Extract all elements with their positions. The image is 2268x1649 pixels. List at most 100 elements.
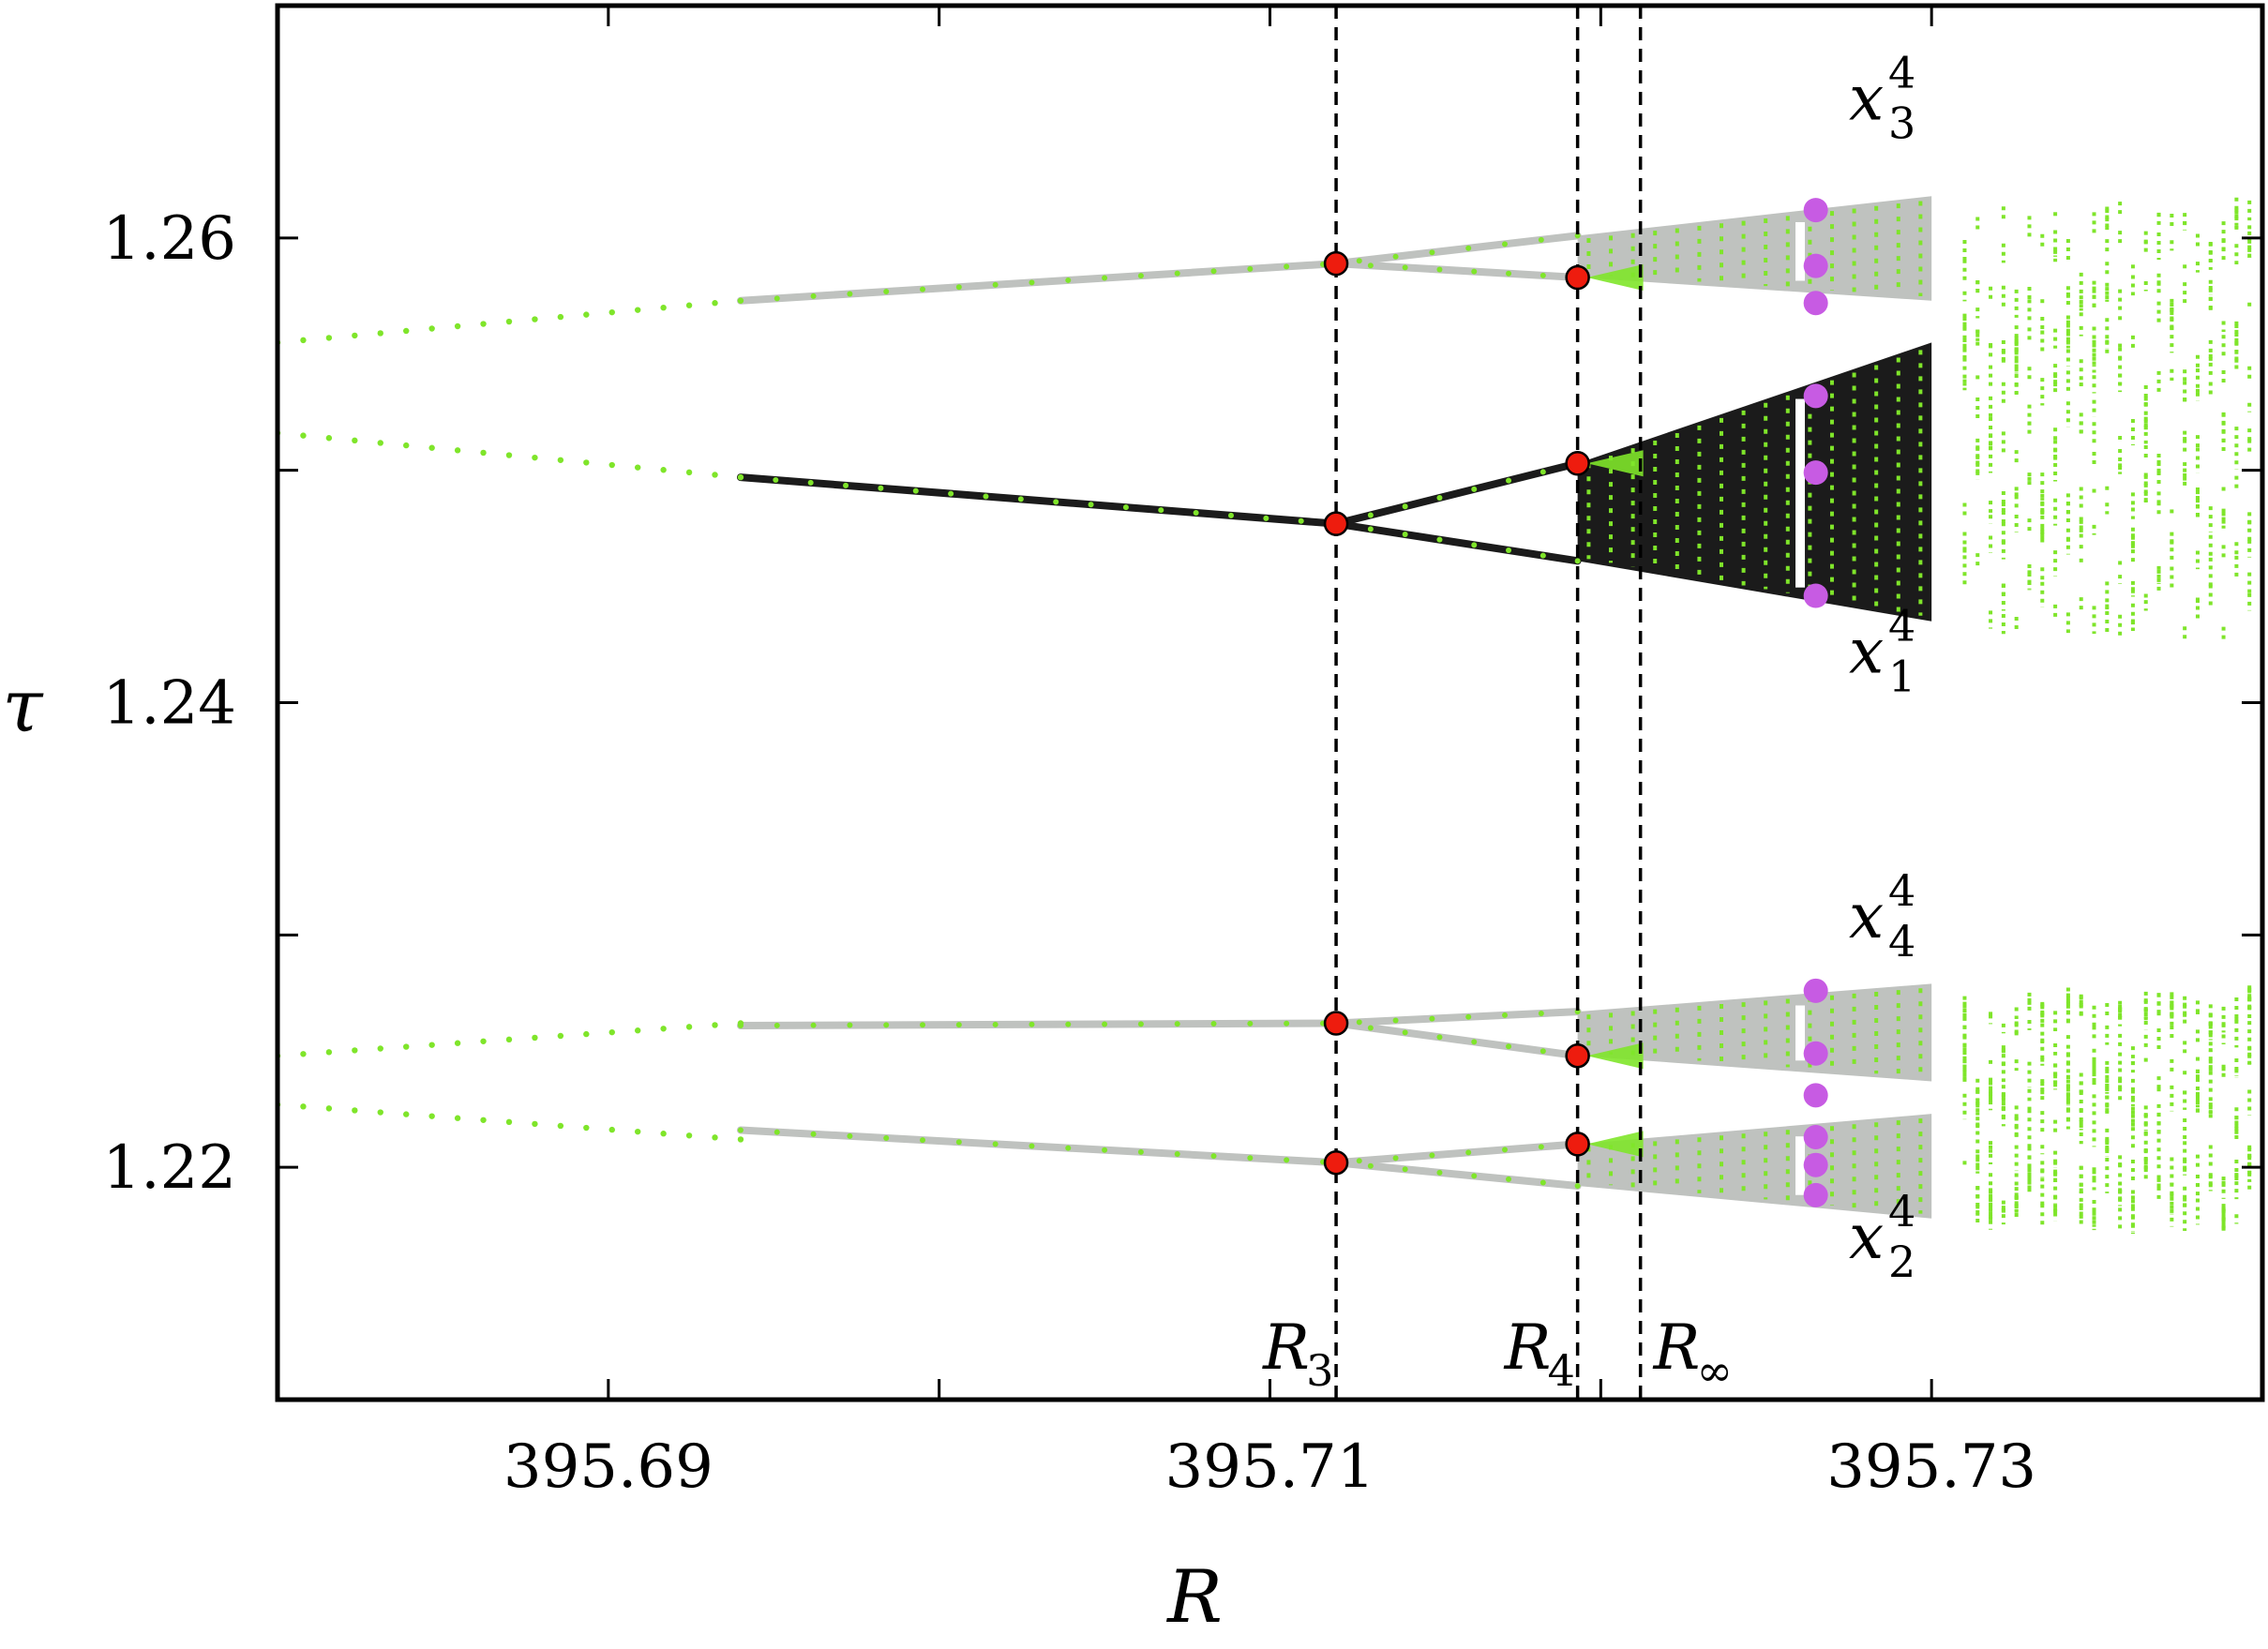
branch-point: [1138, 1021, 1144, 1027]
branch-point: [1102, 1147, 1107, 1153]
branch-point: [1429, 1152, 1434, 1158]
branch-point: [1053, 499, 1059, 504]
green-point: [532, 1035, 537, 1041]
y-tick-label: 1.24: [103, 669, 237, 739]
y-axis-title: τ: [2, 665, 44, 749]
branch-point: [847, 1133, 852, 1139]
red-marker: [1325, 1012, 1347, 1035]
branch-point: [883, 289, 889, 294]
x-axis-title: R: [1165, 1555, 1223, 1640]
critical-line-label-1: R: [1262, 1312, 1310, 1384]
green-point: [428, 325, 434, 331]
branch-point: [1065, 1146, 1071, 1151]
green-point: [455, 1041, 460, 1046]
green-point: [326, 335, 332, 340]
green-point: [326, 1049, 332, 1055]
branch-point: [1029, 279, 1034, 285]
green-point: [403, 1111, 409, 1117]
branch-label-2: x: [1849, 615, 1884, 687]
branch-point: [1211, 1153, 1217, 1159]
branch-point: [1436, 537, 1442, 543]
branch-point: [1211, 268, 1217, 274]
red-marker: [1325, 1151, 1347, 1174]
branch-label-sup-3: 4: [1888, 865, 1915, 916]
branch-point: [1506, 1177, 1511, 1182]
branch-point: [811, 293, 817, 299]
branch-point: [1357, 1019, 1362, 1025]
branch-point: [1506, 1043, 1511, 1049]
branch-point: [993, 1022, 999, 1027]
green-point: [738, 474, 743, 480]
branch-point: [1102, 276, 1107, 281]
branch-point: [1471, 1039, 1477, 1044]
branch-point: [1429, 1016, 1434, 1022]
branch-point: [1228, 513, 1234, 518]
magenta-marker: [1804, 979, 1828, 1003]
green-point: [300, 337, 306, 343]
branch-point: [1263, 516, 1269, 521]
green-point: [558, 457, 563, 463]
branch-point: [1465, 1014, 1471, 1020]
green-point: [428, 445, 434, 451]
magenta-marker: [1804, 1153, 1828, 1177]
branch-label-4: x: [1849, 1201, 1884, 1273]
green-point: [378, 440, 383, 445]
branch-point: [1471, 269, 1477, 275]
branch-point: [1368, 526, 1374, 532]
branch-point: [1506, 478, 1511, 484]
critical-line-label-sub-1: 3: [1306, 1345, 1333, 1396]
red-marker: [1325, 513, 1347, 535]
branch-point: [1471, 1173, 1477, 1178]
green-point: [506, 1037, 512, 1042]
branch-point: [1471, 487, 1477, 492]
branch-point: [1575, 558, 1581, 563]
branch-point: [1138, 273, 1144, 278]
green-point: [300, 1103, 306, 1109]
branch-point: [1502, 1012, 1508, 1018]
branch-point: [1429, 249, 1434, 255]
magenta-marker: [1804, 383, 1828, 408]
branch-point: [1029, 1143, 1034, 1148]
green-point: [480, 1117, 486, 1123]
branch-point: [1368, 1025, 1374, 1030]
branch-point: [956, 1139, 962, 1145]
branch-point: [948, 491, 954, 497]
green-point: [738, 1020, 743, 1026]
branch-label-sup-2: 4: [1888, 600, 1915, 651]
branch-point: [1465, 246, 1471, 251]
branch-point: [1403, 532, 1408, 537]
branch-point: [1393, 1017, 1399, 1023]
y-tick-label: 1.22: [103, 1133, 237, 1203]
branch-point: [847, 1023, 852, 1028]
green-point: [455, 323, 460, 329]
branch-point: [1539, 237, 1544, 243]
red-marker: [1567, 266, 1589, 289]
branch-point: [1211, 1021, 1217, 1027]
branch-label-sub-2: 1: [1888, 651, 1915, 701]
branch-point: [1102, 1021, 1107, 1027]
branch-point: [1089, 502, 1094, 507]
branch-point: [773, 477, 778, 483]
branch-point: [1465, 1149, 1471, 1155]
branch-point: [1471, 542, 1477, 547]
green-point: [378, 330, 383, 336]
critical-line-label-2: R: [1504, 1312, 1552, 1384]
green-point: [609, 1127, 615, 1132]
branch-point: [1247, 266, 1253, 272]
red-marker: [1325, 252, 1347, 275]
green-point: [352, 333, 357, 338]
green-point: [326, 1105, 332, 1111]
branch-point: [811, 1132, 817, 1137]
branch-point: [1175, 1151, 1180, 1157]
branch-point: [1539, 1144, 1544, 1149]
branch-point: [1357, 1158, 1362, 1163]
green-point: [583, 311, 589, 317]
green-point: [326, 435, 332, 441]
branch-point: [983, 494, 988, 500]
green-point: [455, 447, 460, 453]
green-point: [635, 1129, 640, 1134]
periodic-window-gap: [1795, 399, 1805, 588]
green-point: [480, 1039, 486, 1044]
branch-point: [1393, 1155, 1399, 1161]
